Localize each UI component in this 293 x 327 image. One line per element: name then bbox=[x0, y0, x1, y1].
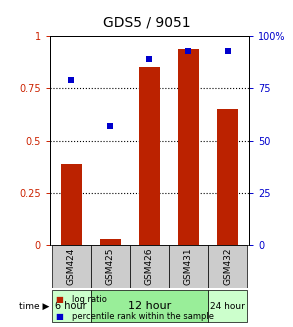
Text: GSM432: GSM432 bbox=[223, 248, 232, 285]
Text: GDS5 / 9051: GDS5 / 9051 bbox=[103, 16, 190, 30]
Point bbox=[69, 77, 74, 83]
Bar bbox=[100, 239, 121, 246]
Bar bbox=[178, 48, 199, 246]
Text: log ratio: log ratio bbox=[72, 295, 107, 304]
Point bbox=[186, 48, 191, 53]
Bar bbox=[130, 246, 169, 288]
Text: GSM424: GSM424 bbox=[67, 248, 76, 285]
Bar bbox=[169, 246, 208, 288]
Text: 6 hour: 6 hour bbox=[55, 301, 87, 311]
Point bbox=[108, 123, 113, 129]
Bar bbox=[208, 290, 247, 322]
Bar bbox=[52, 246, 91, 288]
Text: GSM426: GSM426 bbox=[145, 248, 154, 285]
Text: GSM425: GSM425 bbox=[106, 248, 115, 285]
Bar bbox=[208, 246, 247, 288]
Text: 24 hour: 24 hour bbox=[210, 301, 245, 311]
Text: time ▶: time ▶ bbox=[19, 301, 49, 311]
Bar bbox=[139, 67, 160, 246]
Text: 12 hour: 12 hour bbox=[128, 301, 171, 311]
Bar bbox=[91, 246, 130, 288]
Bar bbox=[217, 109, 238, 246]
Text: ■: ■ bbox=[56, 295, 64, 304]
Point bbox=[147, 56, 152, 61]
Bar bbox=[91, 290, 208, 322]
Bar bbox=[52, 290, 91, 322]
Text: ■: ■ bbox=[56, 312, 64, 321]
Text: GSM431: GSM431 bbox=[184, 248, 193, 285]
Text: percentile rank within the sample: percentile rank within the sample bbox=[72, 312, 214, 321]
Bar bbox=[61, 164, 82, 246]
Point bbox=[225, 48, 230, 53]
